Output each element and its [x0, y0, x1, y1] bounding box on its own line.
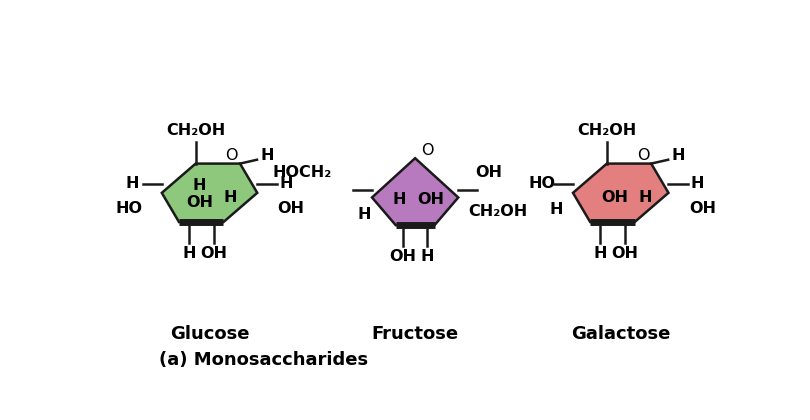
Text: H: H [549, 202, 563, 217]
Text: H: H [393, 192, 407, 207]
Text: OH: OH [200, 246, 227, 261]
Text: Glucose: Glucose [170, 325, 249, 343]
Text: (a) Monosaccharides: (a) Monosaccharides [159, 351, 368, 369]
Text: H: H [182, 246, 196, 261]
Text: CH₂OH: CH₂OH [469, 204, 528, 219]
Text: OH: OH [417, 192, 444, 207]
Text: OH: OH [186, 195, 213, 210]
Polygon shape [162, 163, 258, 222]
Text: H: H [594, 246, 607, 261]
Text: H: H [671, 148, 685, 163]
Text: H: H [357, 207, 371, 222]
Text: OH: OH [278, 201, 305, 216]
Text: HOCH₂: HOCH₂ [273, 165, 332, 180]
Text: OH: OH [390, 249, 416, 264]
Text: H: H [279, 176, 293, 191]
Polygon shape [372, 158, 458, 225]
Text: HO: HO [116, 201, 143, 216]
Text: OH: OH [612, 246, 638, 261]
Text: H: H [126, 176, 139, 191]
Text: O: O [225, 148, 238, 163]
Text: O: O [637, 148, 649, 163]
Text: H: H [260, 148, 274, 163]
Text: Fructose: Fructose [372, 325, 458, 343]
Text: H: H [691, 176, 705, 191]
Text: OH: OH [475, 165, 502, 180]
Text: H: H [420, 249, 434, 264]
Text: Galactose: Galactose [571, 325, 671, 343]
Text: H: H [193, 178, 207, 193]
Text: O: O [421, 143, 433, 158]
Text: CH₂OH: CH₂OH [578, 123, 637, 138]
Polygon shape [573, 163, 668, 222]
Text: CH₂OH: CH₂OH [166, 123, 225, 138]
Text: H: H [224, 190, 237, 205]
Text: H: H [638, 190, 652, 205]
Text: OH: OH [601, 190, 628, 205]
Text: OH: OH [688, 201, 716, 216]
Text: HO: HO [529, 176, 556, 191]
